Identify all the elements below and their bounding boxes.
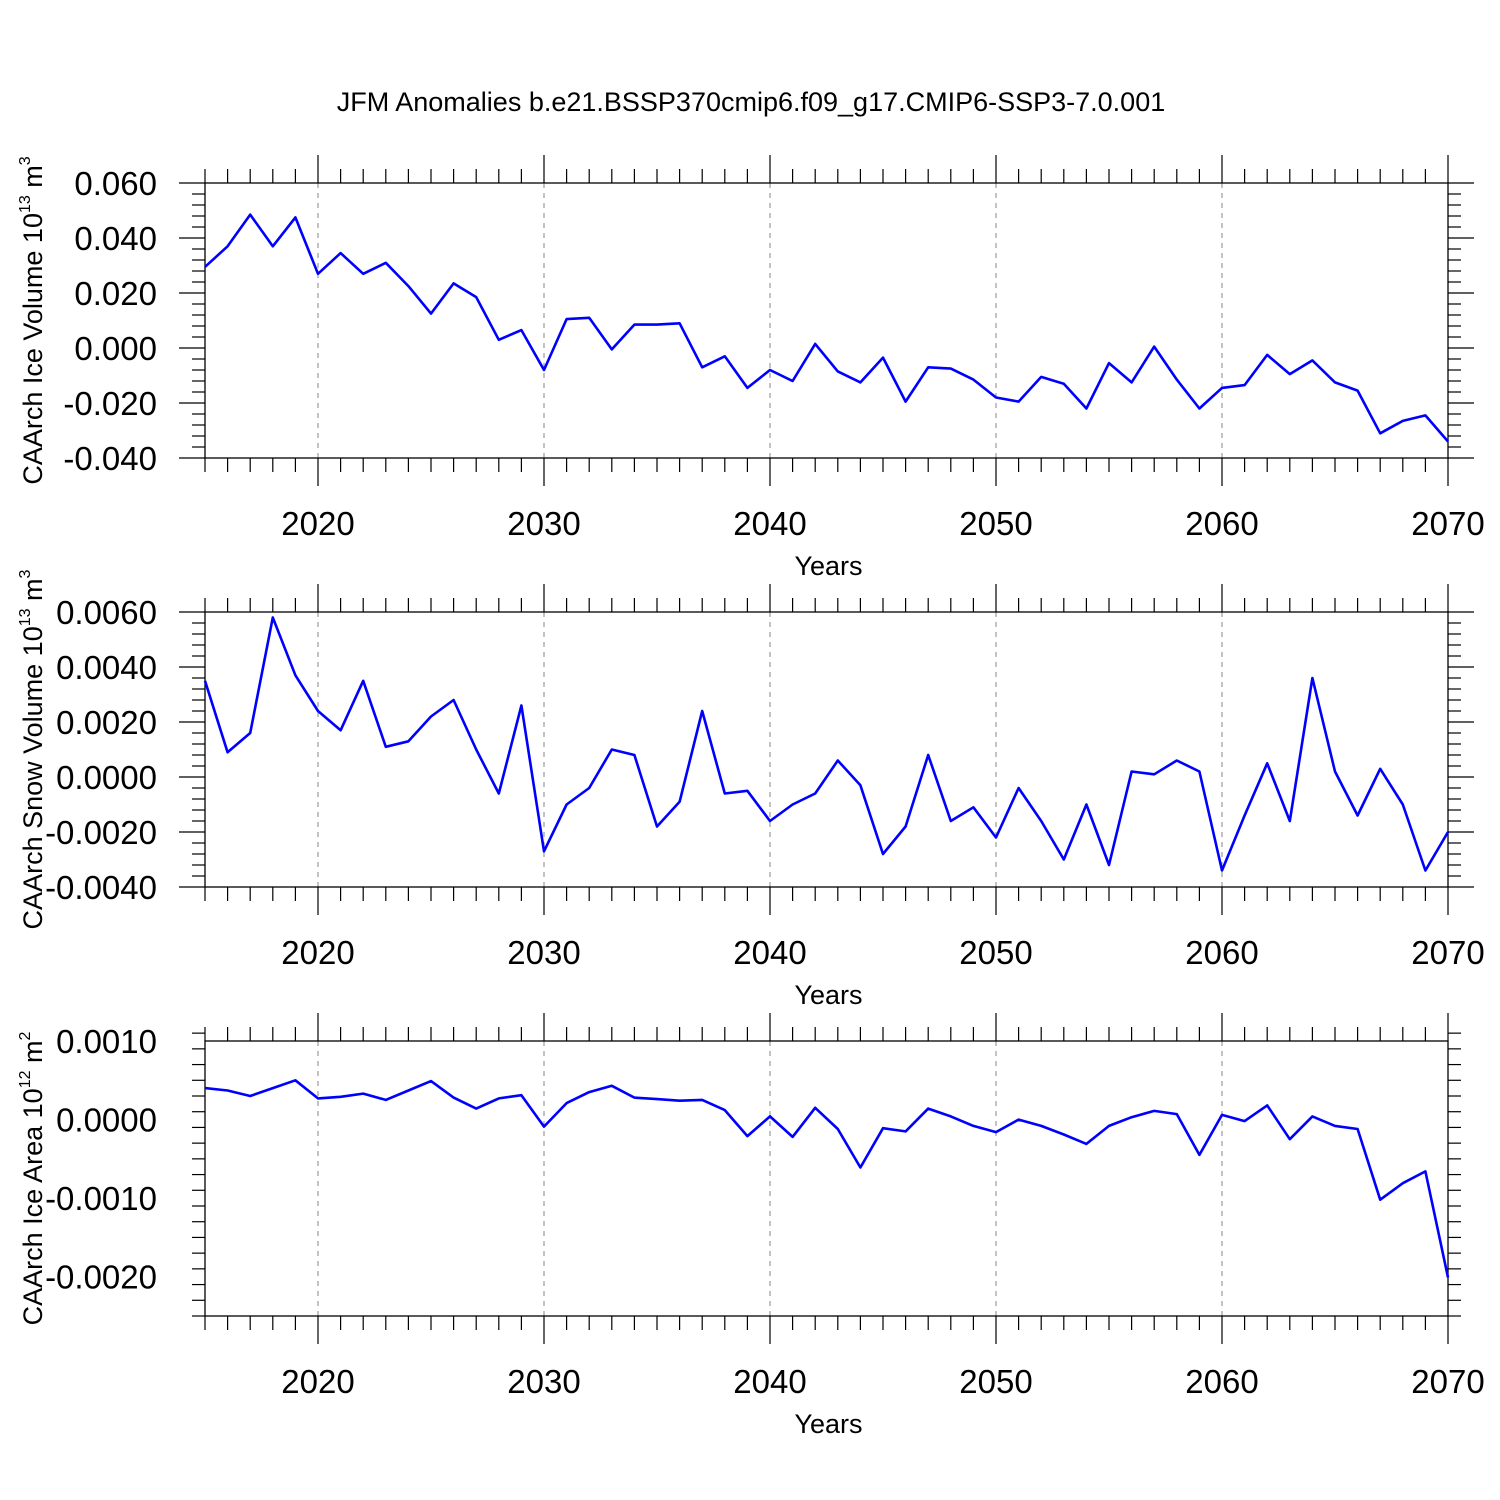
x-tick-label: 2060: [1185, 934, 1258, 971]
y-tick-label: 0.0000: [56, 1102, 157, 1139]
x-tick-labels: 2020 2030 2040 2050 2060 2070: [281, 1363, 1484, 1400]
x-tick-label: 2040: [733, 505, 806, 542]
tick-marks: [179, 155, 1474, 486]
x-tick-label: 2050: [959, 505, 1032, 542]
data-layer: [204, 1079, 1450, 1278]
panel-ice-area: 2020 2030 2040 2050 2060 2070 -0.0020 -0.0010 0…: [17, 1013, 1485, 1439]
y-tick-label: 0.060: [74, 165, 157, 202]
series-line: [204, 213, 1449, 443]
plot-border: [204, 611, 1449, 888]
plot-frame: [204, 611, 1449, 888]
y-tick-labels: -0.0040 -0.0020 0.0000 0.0020 0.0040 0.0060: [45, 594, 157, 906]
x-tick-labels: 2020 2030 2040 2050 2060 2070: [281, 934, 1484, 971]
y-axis-title: CAArch Ice Volume 1013 m3: [17, 156, 48, 484]
y-axis-title-unit: m: [18, 578, 48, 608]
plot-border: [204, 182, 1449, 459]
y-axis-title-unit: m: [18, 1040, 48, 1070]
x-tick-label: 2030: [507, 934, 580, 971]
data-layer: [203, 616, 1450, 872]
data-layer: [204, 213, 1449, 443]
y-tick-label: -0.0020: [45, 1259, 157, 1296]
panel-ice-volume: 2020 2030 2040 2050 2060 2070 -0.040 -0.020 0.0…: [17, 155, 1485, 581]
y-axis-title-text: CAArch Ice Area 10: [18, 1088, 48, 1325]
y-tick-label: -0.0040: [45, 869, 157, 906]
chart-title: JFM Anomalies b.e21.BSSP370cmip6.f09_g17…: [337, 87, 1165, 117]
y-tick-label: 0.040: [74, 220, 157, 257]
x-tick-label: 2050: [959, 934, 1032, 971]
y-tick-label: 0.020: [74, 275, 157, 312]
y-tick-label: -0.040: [63, 440, 157, 477]
y-axis-title-unit-exponent: 2: [17, 1031, 34, 1040]
y-tick-label: -0.0010: [45, 1180, 157, 1217]
x-tick-label: 2020: [281, 934, 354, 971]
plot-frame: [204, 1040, 1449, 1317]
x-tick-label: 2020: [281, 505, 354, 542]
y-axis-title-text: CAArch Snow Volume 10: [18, 626, 48, 929]
x-axis-title: Years: [794, 551, 862, 581]
y-axis-title: CAArch Snow Volume 1013 m3: [17, 569, 48, 929]
y-tick-label: -0.0020: [45, 814, 157, 851]
y-tick-labels: -0.040 -0.020 0.000 0.020 0.040 0.060: [63, 165, 157, 477]
x-tick-label: 2070: [1411, 1363, 1484, 1400]
x-tick-label: 2040: [733, 934, 806, 971]
y-tick-label: 0.000: [74, 330, 157, 367]
y-axis-title: CAArch Ice Area 1012 m2: [17, 1031, 48, 1325]
x-tick-label: 2050: [959, 1363, 1032, 1400]
x-axis-title: Years: [794, 1409, 862, 1439]
plot-frame: [204, 182, 1449, 459]
y-tick-label: 0.0060: [56, 594, 157, 631]
x-axis-title: Years: [794, 980, 862, 1010]
panel-snow-volume: 2020 2030 2040 2050 2060 2070 -0.0040 -0.0020 0…: [17, 569, 1485, 1010]
x-tick-labels: 2020 2030 2040 2050 2060 2070: [281, 505, 1484, 542]
x-tick-label: 2020: [281, 1363, 354, 1400]
series-line: [204, 1079, 1450, 1278]
y-axis-title-text: CAArch Ice Volume 10: [18, 213, 48, 485]
y-tick-label: 0.0040: [56, 649, 157, 686]
y-tick-label: -0.020: [63, 385, 157, 422]
y-tick-labels: -0.0020 -0.0010 0.0000 0.0010: [45, 1023, 157, 1296]
tick-marks: [192, 1013, 1461, 1344]
x-tick-label: 2070: [1411, 505, 1484, 542]
x-tick-label: 2040: [733, 1363, 806, 1400]
y-axis-title-unit-exponent: 3: [17, 569, 34, 578]
y-axis-title-exponent: 12: [17, 1070, 34, 1088]
x-tick-label: 2070: [1411, 934, 1484, 971]
y-tick-label: 0.0000: [56, 759, 157, 796]
series-line: [203, 616, 1450, 872]
y-axis-title-exponent: 13: [17, 195, 34, 213]
tick-marks: [179, 584, 1474, 915]
y-axis-title-unit-exponent: 3: [17, 156, 34, 165]
x-tick-label: 2030: [507, 1363, 580, 1400]
y-tick-label: 0.0020: [56, 704, 157, 741]
plot-border: [204, 1040, 1449, 1317]
x-tick-label: 2030: [507, 505, 580, 542]
y-tick-label: 0.0010: [56, 1023, 157, 1060]
y-axis-title-unit: m: [18, 165, 48, 195]
y-axis-title-exponent: 13: [17, 608, 34, 626]
x-tick-label: 2060: [1185, 1363, 1258, 1400]
x-tick-label: 2060: [1185, 505, 1258, 542]
